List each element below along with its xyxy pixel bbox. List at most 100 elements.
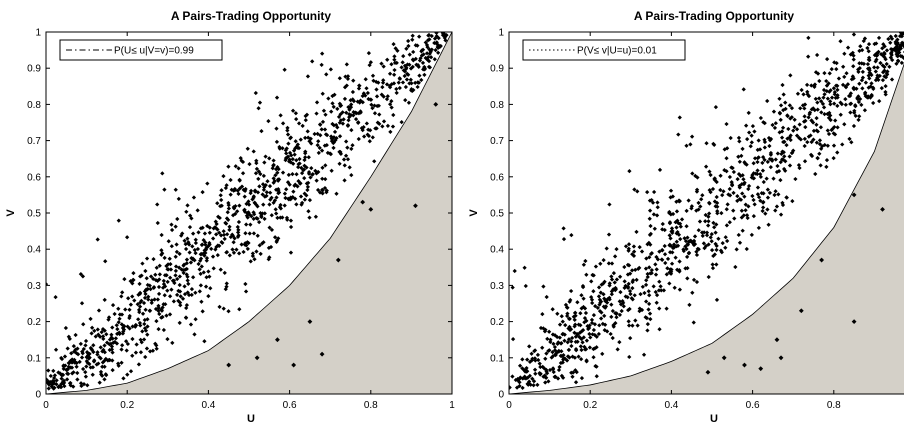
scatter-point bbox=[142, 289, 148, 294]
scatter-point bbox=[775, 151, 780, 156]
scatter-point bbox=[381, 78, 386, 83]
scatter-point bbox=[297, 156, 302, 162]
scatter-point bbox=[517, 380, 522, 385]
scatter-point bbox=[224, 281, 229, 286]
scatter-point bbox=[806, 35, 811, 40]
scatter-point bbox=[138, 274, 143, 279]
y-tick-label: 0.3 bbox=[490, 281, 504, 292]
scatter-point bbox=[660, 221, 665, 227]
scatter-point bbox=[784, 195, 789, 200]
scatter-point bbox=[727, 174, 733, 180]
legend: P(U≤ u|V=v)=0.99 bbox=[59, 39, 223, 61]
scatter-point bbox=[160, 314, 165, 320]
scatter-point bbox=[643, 266, 649, 271]
outlier-point bbox=[413, 203, 418, 209]
scatter-point bbox=[765, 98, 770, 104]
scatter-point bbox=[385, 123, 391, 128]
scatter-point bbox=[344, 139, 349, 144]
scatter-point bbox=[387, 71, 393, 76]
scatter-point bbox=[670, 194, 675, 199]
scatter-point bbox=[669, 261, 675, 266]
scatter-point bbox=[369, 102, 374, 107]
scatter-point bbox=[403, 97, 408, 103]
scatter-point bbox=[626, 263, 632, 268]
scatter-point bbox=[742, 194, 747, 199]
scatter-point bbox=[224, 284, 229, 289]
y-tick-label: 0.3 bbox=[27, 281, 41, 292]
scatter-point bbox=[322, 185, 328, 191]
scatter-point bbox=[315, 187, 321, 193]
scatter-point bbox=[749, 140, 754, 145]
scatter-point bbox=[786, 126, 791, 132]
scatter-point bbox=[160, 171, 165, 176]
scatter-point bbox=[303, 118, 308, 123]
scatter-point bbox=[664, 306, 669, 311]
scatter-point bbox=[345, 123, 351, 128]
scatter-point bbox=[765, 207, 770, 212]
scatter-point bbox=[527, 344, 532, 349]
scatter-point bbox=[78, 341, 83, 347]
scatter-point bbox=[722, 167, 727, 173]
y-tick-label: 0.1 bbox=[490, 353, 504, 364]
scatter-point bbox=[533, 371, 538, 376]
scatter-point bbox=[301, 167, 306, 173]
scatter-point bbox=[752, 156, 758, 161]
x-tick-label: 0 bbox=[506, 400, 512, 411]
scatter-point bbox=[275, 170, 280, 175]
scatter-point bbox=[579, 376, 585, 381]
scatter-point bbox=[573, 339, 578, 344]
scatter-point bbox=[665, 266, 670, 271]
scatter-point bbox=[610, 335, 615, 341]
scatter-point bbox=[251, 231, 257, 236]
scatter-point bbox=[813, 171, 818, 177]
scatter-point bbox=[522, 265, 527, 270]
scatter-point bbox=[648, 223, 653, 229]
scatter-point bbox=[237, 203, 242, 208]
scatter-point bbox=[225, 210, 230, 215]
scatter-point bbox=[161, 278, 166, 283]
scatter-point bbox=[607, 202, 612, 207]
scatter-point bbox=[275, 215, 280, 221]
scatter-point bbox=[322, 127, 328, 132]
scatter-point bbox=[614, 247, 619, 252]
scatter-point bbox=[781, 139, 786, 145]
scatter-point bbox=[184, 257, 190, 262]
scatter-point bbox=[294, 202, 299, 207]
y-tick-label: 0.5 bbox=[490, 209, 504, 220]
scatter-point bbox=[606, 232, 612, 237]
scatter-point bbox=[173, 273, 178, 278]
scatter-point bbox=[809, 139, 814, 145]
scatter-point bbox=[266, 118, 271, 124]
scatter-point bbox=[140, 311, 146, 316]
scatter-point bbox=[623, 244, 629, 249]
scatter-point bbox=[727, 220, 732, 225]
x-tick-label: 0 bbox=[43, 400, 49, 411]
scatter-point bbox=[317, 145, 322, 150]
scatter-point bbox=[199, 264, 204, 269]
scatter-point bbox=[644, 256, 649, 261]
scatter-point bbox=[180, 296, 186, 301]
scatter-point bbox=[147, 308, 152, 313]
scatter-point bbox=[291, 189, 296, 194]
scatter-point bbox=[761, 179, 766, 185]
scatter-point bbox=[146, 294, 151, 299]
scatter-point bbox=[157, 272, 162, 277]
scatter-point bbox=[161, 327, 167, 333]
scatter-point bbox=[711, 141, 716, 147]
scatter-point bbox=[672, 285, 677, 290]
scatter-point bbox=[182, 238, 187, 243]
scatter-point bbox=[319, 148, 325, 153]
scatter-point bbox=[587, 323, 592, 328]
scatter-point bbox=[180, 231, 185, 236]
scatter-point bbox=[565, 340, 570, 345]
scatter-point bbox=[707, 188, 712, 193]
scatter-point bbox=[583, 258, 588, 264]
scatter-point bbox=[273, 207, 278, 212]
scatter-point bbox=[302, 175, 307, 181]
scatter-point bbox=[748, 144, 753, 149]
scatter-point bbox=[341, 157, 347, 162]
scatter-point bbox=[363, 77, 368, 82]
scatter-point bbox=[813, 96, 818, 102]
scatter-point bbox=[747, 130, 752, 135]
scatter-point bbox=[760, 160, 765, 165]
